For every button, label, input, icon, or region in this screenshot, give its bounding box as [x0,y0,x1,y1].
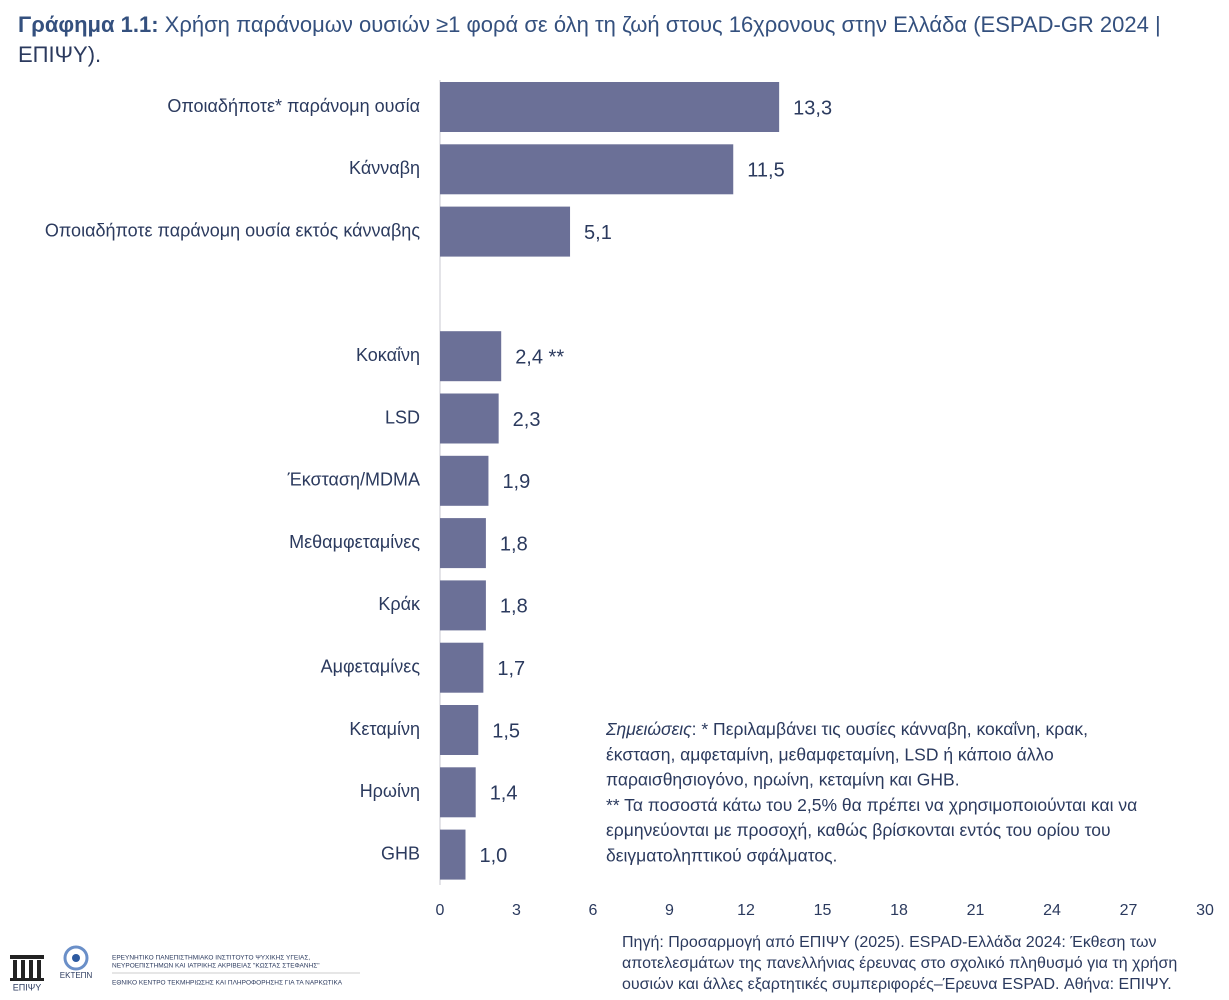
y-tick-label: Έκσταση/MDMA [287,470,420,490]
y-tick-label: LSD [385,407,420,427]
value-label: 11,5 [747,160,784,182]
note-text: δειγματοληπτικού σφάλματος. [606,845,837,865]
note-text: : * Περιλαμβάνει τις ουσίες κάνναβη, κοκ… [692,719,1088,739]
value-label: 2,4 ** [515,346,564,368]
bar [440,767,476,818]
source-line: αποτελεσμάτων της πανελλήνιας έρευνας στ… [622,955,1177,972]
logo: ΕΠΙΨΥ ΕΚΤΕΠΝ ΕΡΕΥΝΗΤΙΚΟ ΠΑΝΕΠΙΣΤΗΜΙΑΚΟ Ι… [10,945,360,992]
value-label: 5,1 [584,222,612,244]
value-label: 2,3 [513,409,541,431]
y-tick-label: Οποιαδήποτε* παράνομη ουσία [167,96,420,116]
institute-text: ΝΕΥΡΟΕΠΙΣΤΗΜΩΝ ΚΑΙ ΙΑΤΡΙΚΗΣ ΑΚΡΙΒΕΙΑΣ "Κ… [112,963,320,970]
value-label: 1,0 [480,845,508,867]
y-tick-label: Κάνναβη [349,158,420,178]
y-tick-label: Οποιαδήποτε παράνομη ουσία εκτός κάνναβη… [45,220,420,240]
note-text: παραισθησιογόνο, ηρωίνη, κεταμίνη και GH… [606,769,960,789]
y-tick-label: Κράκ [378,594,421,614]
x-tick-label: 21 [967,902,985,919]
source-line: Πηγή: Προσαρμογή από ΕΠΙΨΥ (2025). ESPAD… [622,934,1156,951]
bar [440,705,479,755]
institute-text: ΕΡΕΥΝΗΤΙΚΟ ΠΑΝΕΠΙΣΤΗΜΙΑΚΟ ΙΝΣΤΙΤΟΥΤΟ ΨΥΧ… [112,955,310,962]
note-line: έκσταση, αμφεταμίνη, μεθαμφεταμίνη, LSD … [606,744,1054,764]
chart-title: ΕΠΙΨΥ). [18,42,101,67]
value-label: 1,5 [492,720,520,742]
y-tick-label: Κεταμίνη [349,719,420,739]
bar [440,518,486,569]
value-label: 1,7 [497,658,525,680]
logo-text: ΕΚΤΕΠΝ [60,971,93,980]
x-tick-label: 24 [1043,902,1061,919]
note-line: δειγματοληπτικού σφάλματος. [606,845,837,865]
value-label: 1,4 [490,783,518,805]
note-text: ** Τα ποσοστά κάτω του 2,5% θα πρέπει να… [606,795,1137,815]
note-line: ερμηνεύονται με προσοχή, καθώς βρίσκοντα… [606,820,1111,840]
logo-text: ΕΠΙΨΥ [13,982,42,992]
note-line: Σημειώσεις: * Περιλαμβάνει τις ουσίες κά… [605,719,1088,739]
y-tick-label: GHB [381,843,420,863]
value-label: 1,8 [500,596,528,618]
bar [440,393,499,444]
center-text: ΕΘΝΙΚΟ ΚΕΝΤΡΟ ΤΕΚΜΗΡΙΩΣΗΣ ΚΑΙ ΠΛΗΡΟΦΟΡΗΣ… [112,980,343,987]
note-line: ** Τα ποσοστά κάτω του 2,5% θα πρέπει να… [606,795,1137,815]
chart-title: Γράφημα 1.1: Χρήση παράνομων ουσιών ≥1 φ… [18,12,1161,37]
x-tick-label: 3 [512,902,521,919]
y-tick-label: Κοκαΐνη [356,345,420,365]
x-tick-label: 0 [436,902,445,919]
x-tick-label: 12 [737,902,755,919]
x-tick-label: 18 [890,902,908,919]
value-label: 1,8 [500,533,528,555]
bar [440,144,734,195]
x-tick-label: 30 [1196,902,1214,919]
x-tick-label: 27 [1120,902,1138,919]
y-tick-label: Αμφεταμίνες [321,656,421,676]
bar [440,331,502,382]
bar [440,455,489,506]
bar [440,829,466,880]
x-tick-label: 6 [589,902,598,919]
source-line: ουσιών και άλλες εξαρτητικές συμπεριφορέ… [622,976,1172,993]
value-label: 13,3 [793,97,832,119]
y-tick-label: Μεθαμφεταμίνες [289,532,420,552]
x-tick-label: 9 [665,902,674,919]
note-line: παραισθησιογόνο, ηρωίνη, κεταμίνη και GH… [606,769,960,789]
x-tick-label: 15 [814,902,832,919]
title-label: Γράφημα 1.1: [18,12,159,37]
bar [440,580,486,631]
value-label: 1,9 [502,471,530,493]
note-text: έκσταση, αμφεταμίνη, μεθαμφεταμίνη, LSD … [606,744,1054,764]
bar [440,642,484,693]
bar [440,82,780,132]
bar [440,206,571,257]
note-text: ερμηνεύονται με προσοχή, καθώς βρίσκοντα… [606,820,1111,840]
title-text: Χρήση παράνομων ουσιών ≥1 φορά σε όλη τη… [159,12,1161,37]
y-tick-label: Ηρωίνη [360,781,420,801]
note-label: Σημειώσεις [605,719,692,739]
